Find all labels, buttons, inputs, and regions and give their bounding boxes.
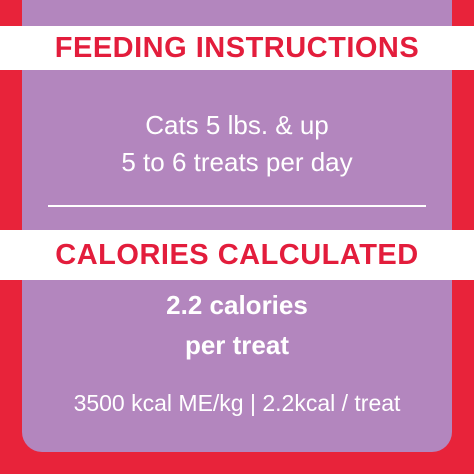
feeding-instructions-title: FEEDING INSTRUCTIONS [54, 31, 420, 64]
feeding-weight-line: Cats 5 lbs. & up [145, 110, 329, 140]
calories-unit-line: per treat [184, 330, 290, 360]
feeding-amount-line: 5 to 6 treats per day [121, 147, 353, 177]
calories-calculated-title: CALORIES CALCULATED [55, 238, 419, 271]
calories-header-band: CALORIES CALCULATED [0, 230, 474, 280]
section-divider [48, 205, 426, 207]
purple-panel [22, 0, 452, 452]
calories-detail-line: 3500 kcal ME/kg | 2.2kcal / treat [73, 390, 401, 416]
calories-value-line: 2.2 calories [166, 290, 308, 320]
feeding-header-band: FEEDING INSTRUCTIONS [0, 26, 474, 70]
